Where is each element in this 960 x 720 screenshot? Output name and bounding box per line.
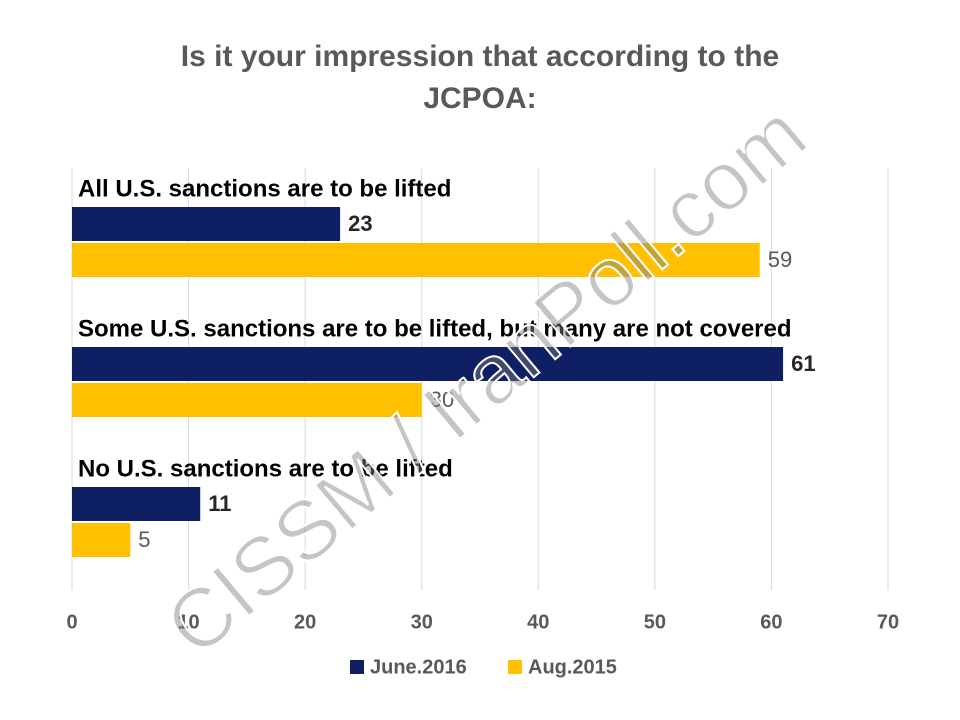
legend-swatch — [350, 660, 364, 674]
x-tick-label: 30 — [411, 611, 433, 633]
value-label: 30 — [430, 387, 454, 412]
x-tick-label: 10 — [177, 611, 199, 633]
bar — [72, 523, 131, 557]
x-tick-label: 0 — [66, 611, 77, 633]
x-tick-label: 50 — [644, 611, 666, 633]
value-label: 11 — [208, 491, 231, 516]
category-label: All U.S. sanctions are to be lifted — [78, 175, 451, 202]
bar — [72, 207, 341, 241]
x-tick-label: 60 — [760, 611, 782, 633]
bar — [72, 487, 201, 521]
value-label: 5 — [138, 527, 150, 552]
value-label: 61 — [791, 351, 815, 376]
bar — [72, 383, 422, 417]
legend-swatch — [508, 660, 522, 674]
x-tick-label: 70 — [877, 611, 899, 633]
value-label: 59 — [768, 247, 792, 272]
category-label: No U.S. sanctions are to be lifted — [78, 455, 453, 482]
legend-label: Aug.2015 — [528, 656, 617, 678]
legend-label: June.2016 — [370, 656, 467, 678]
value-label: 23 — [348, 211, 372, 236]
x-tick-label: 20 — [294, 611, 316, 633]
x-tick-label: 40 — [527, 611, 549, 633]
bar — [72, 347, 784, 381]
bar — [72, 243, 760, 277]
category-label: Some U.S. sanctions are to be lifted, bu… — [78, 315, 792, 342]
chart-title: Is it your impression that according to … — [180, 40, 780, 115]
